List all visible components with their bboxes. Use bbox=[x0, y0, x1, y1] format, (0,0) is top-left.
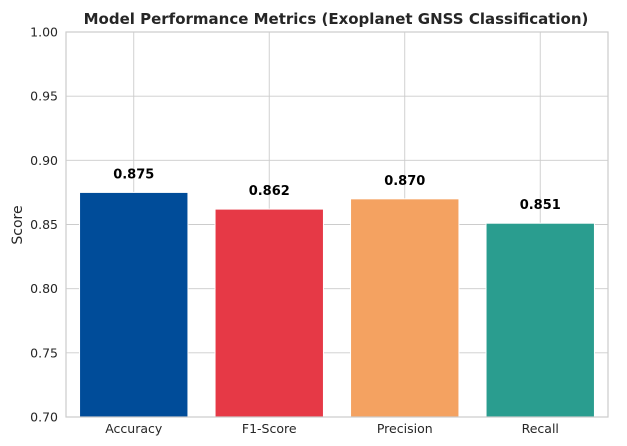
x-tick-labels: Accuracy F1-Score Precision Recall bbox=[105, 421, 559, 436]
y-tick-labels: 0.70 0.75 0.80 0.85 0.90 0.95 1.00 bbox=[30, 25, 58, 425]
bar-precision bbox=[350, 198, 460, 418]
bars bbox=[79, 191, 595, 418]
x-tick-label: Accuracy bbox=[105, 421, 163, 436]
y-tick-label: 0.70 bbox=[30, 410, 58, 425]
y-tick-label: 0.80 bbox=[30, 281, 58, 296]
y-tick-label: 0.85 bbox=[30, 217, 58, 232]
plot-border bbox=[65, 31, 609, 418]
plot-frame bbox=[65, 31, 609, 418]
chart-title: Model Performance Metrics (Exoplanet GNS… bbox=[84, 10, 589, 28]
y-tick-label: 0.90 bbox=[30, 153, 58, 168]
bar-recall bbox=[485, 222, 595, 418]
bar-value-label: 0.862 bbox=[249, 184, 290, 199]
y-tick-label: 1.00 bbox=[30, 25, 58, 40]
y-tick-label: 0.95 bbox=[30, 89, 58, 104]
bar-value-label: 0.851 bbox=[520, 198, 561, 213]
bar-value-label: 0.875 bbox=[113, 167, 154, 182]
x-tick-label: Recall bbox=[522, 421, 559, 436]
x-tick-label: Precision bbox=[377, 421, 433, 436]
x-tick-label: F1-Score bbox=[242, 421, 297, 436]
bar-accuracy bbox=[79, 191, 189, 418]
y-tick-label: 0.75 bbox=[30, 345, 58, 360]
data-labels: 0.875 0.862 0.870 0.851 bbox=[113, 167, 561, 213]
bar-value-label: 0.870 bbox=[384, 174, 425, 189]
bar-f1-score bbox=[214, 208, 324, 418]
y-axis-label: Score bbox=[10, 205, 26, 244]
